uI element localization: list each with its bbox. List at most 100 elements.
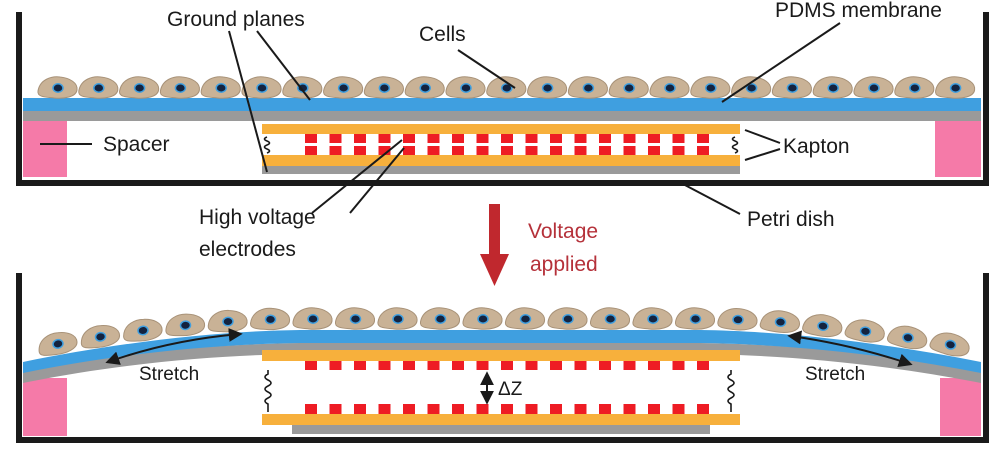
cell: [334, 307, 376, 330]
cell: [547, 307, 588, 330]
electrodes-top-upper: [305, 134, 709, 143]
electrode: [623, 404, 636, 414]
cell: [200, 76, 241, 99]
cell: [445, 76, 486, 99]
leader-petri-dish: [682, 183, 741, 215]
label-voltage: Voltage: [528, 220, 598, 243]
electrode: [476, 361, 489, 370]
electrode: [476, 404, 489, 414]
cells-row-top: [37, 76, 976, 99]
spring-left-top: [263, 136, 271, 154]
cell: [771, 76, 812, 99]
electrode: [354, 404, 366, 414]
cell: [119, 76, 160, 99]
cell: [250, 307, 291, 331]
electrode: [378, 404, 391, 414]
electrode: [501, 361, 513, 370]
cell: [377, 307, 418, 330]
electrode: [697, 404, 709, 414]
ground-plane-top: [262, 166, 740, 174]
electrode: [672, 134, 685, 143]
cell: [802, 314, 843, 338]
electrode: [427, 361, 440, 370]
label-pdms-membrane: PDMS membrane: [775, 0, 942, 22]
electrode: [427, 134, 440, 143]
cell: [527, 76, 568, 99]
cell: [282, 76, 323, 99]
electrode: [403, 146, 415, 155]
electrode: [525, 146, 538, 155]
electrode: [403, 134, 415, 143]
cell: [844, 319, 885, 343]
ground-plane-bottom: [292, 425, 710, 434]
cell: [731, 76, 772, 99]
electrode: [476, 146, 489, 155]
electrode: [305, 361, 317, 370]
electrode: [501, 134, 513, 143]
spacer-left-top: [23, 121, 67, 177]
electrode: [623, 361, 636, 370]
electrode: [599, 404, 611, 414]
electrode: [697, 134, 709, 143]
electrode: [378, 146, 391, 155]
electrode: [501, 404, 513, 414]
kapton-top-upper: [262, 124, 740, 134]
electrode: [550, 404, 562, 414]
cell: [690, 76, 731, 99]
cell: [241, 76, 282, 99]
cell: [419, 307, 461, 330]
electrode: [354, 134, 366, 143]
electrode: [525, 404, 538, 414]
pdms-membrane-top: [23, 98, 981, 111]
electrode: [329, 404, 342, 414]
electrodes-top-lower: [305, 146, 709, 155]
kapton-bottom-lower: [262, 414, 740, 425]
cell: [38, 331, 78, 356]
label-stretch-right: Stretch: [805, 364, 865, 385]
stretch-arrow-right: [787, 330, 913, 368]
cell: [589, 307, 631, 330]
electrode: [378, 134, 391, 143]
label-high-voltage-1: High voltage: [199, 206, 316, 229]
electrode: [427, 146, 440, 155]
electrode: [452, 361, 464, 370]
cell: [363, 76, 404, 99]
spacer-right-top: [935, 121, 981, 177]
electrode: [672, 361, 685, 370]
electrode: [550, 146, 562, 155]
electrode: [427, 404, 440, 414]
electrode: [305, 146, 317, 155]
electrode: [672, 404, 685, 414]
electrode: [672, 146, 685, 155]
electrode: [550, 361, 562, 370]
electrode: [329, 146, 342, 155]
cell: [123, 318, 163, 342]
electrode: [648, 134, 660, 143]
electrode: [525, 134, 538, 143]
spring-left-bottom: [264, 370, 272, 412]
cell: [717, 307, 758, 331]
cell: [292, 307, 333, 330]
label-ground-planes: Ground planes: [167, 8, 305, 31]
electrode: [574, 134, 587, 143]
petri-dish-top: [16, 12, 989, 186]
cell: [812, 76, 853, 99]
electrode: [476, 134, 489, 143]
electrode: [403, 404, 415, 414]
kapton-top-lower: [262, 155, 740, 166]
label-cells: Cells: [419, 23, 466, 46]
leader-pdms: [721, 22, 841, 103]
electrode: [403, 361, 415, 370]
stretch-arrow-left: [105, 327, 243, 365]
kapton-bottom-upper: [262, 350, 740, 361]
cell: [929, 332, 970, 357]
cell: [78, 76, 119, 99]
leader-cells: [457, 49, 516, 89]
cell: [323, 76, 364, 99]
electrode: [574, 146, 587, 155]
electrode: [329, 361, 342, 370]
electrode: [452, 146, 464, 155]
electrode: [574, 361, 587, 370]
electrode: [599, 361, 611, 370]
voltage-applied-indicator: Voltage applied: [480, 204, 598, 286]
